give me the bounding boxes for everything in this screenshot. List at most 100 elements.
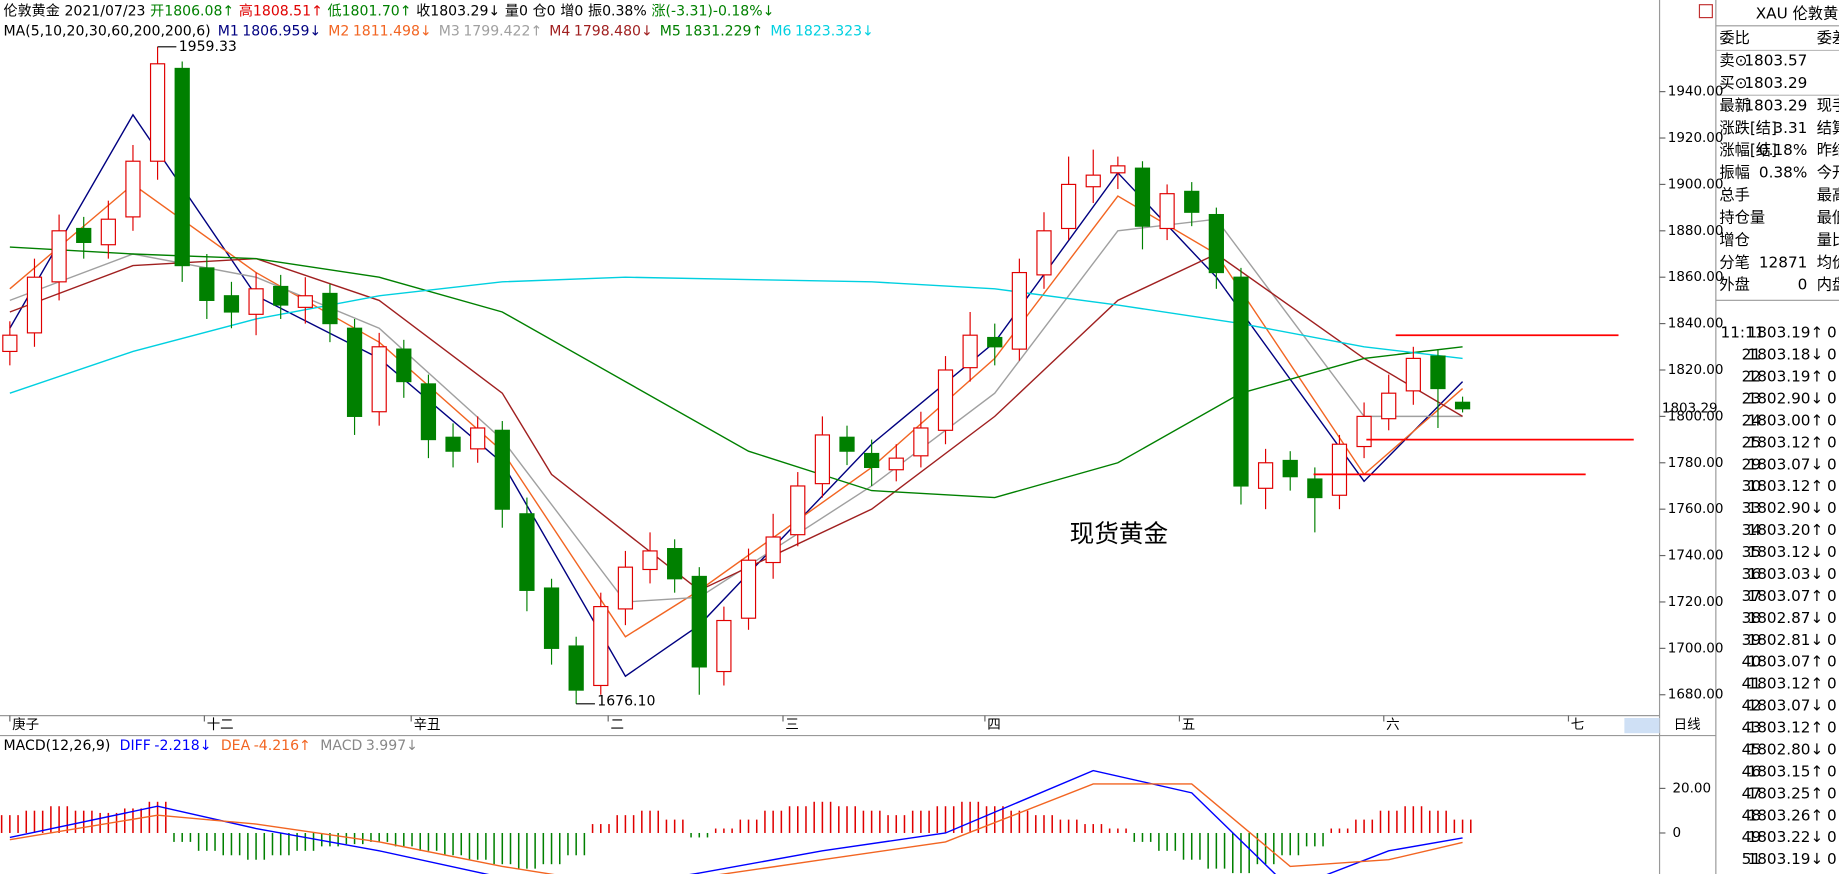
y-tick-label: 1720.00	[1668, 594, 1724, 610]
candle-body	[1159, 193, 1175, 230]
quote-right: 现手	[1817, 96, 1839, 114]
tick-volume: 0	[1827, 697, 1837, 715]
tick-price: 1802.87↓	[1748, 609, 1824, 627]
tick-price: 1803.20↑	[1748, 521, 1824, 539]
candle-body	[199, 267, 215, 301]
tick-price: 1803.15↑	[1748, 762, 1824, 780]
candle-body	[765, 536, 781, 564]
quote-right: 量比	[1817, 231, 1839, 249]
tick-volume: 0	[1827, 828, 1837, 846]
tick-volume: 0	[1827, 631, 1837, 649]
candle-body	[2, 334, 18, 353]
candle-body	[568, 645, 584, 691]
tick-price: 1803.07↑	[1748, 587, 1824, 605]
ma-title: MA(5,10,20,30,60,200,200,6)	[4, 24, 211, 40]
y-tick-label: 1880.00	[1668, 223, 1724, 239]
tick-volume: 0	[1827, 324, 1837, 342]
tick-price: 1803.19↓	[1748, 850, 1824, 868]
y-tick-label: 1760.00	[1668, 501, 1724, 517]
candle-body	[371, 346, 387, 413]
candle-body	[494, 429, 510, 510]
candle-body	[740, 559, 757, 619]
x-tick-label: 四	[987, 717, 1000, 733]
candle-body	[273, 285, 289, 306]
candle-body	[1454, 401, 1471, 410]
tick-time: 38	[1742, 609, 1761, 627]
legend-name: M2	[328, 24, 349, 40]
tick-price: 1802.80↓	[1748, 740, 1824, 758]
tick-volume: 0	[1827, 477, 1837, 495]
quote-right: 结算	[1817, 119, 1839, 137]
annotation: 1676.10	[597, 693, 655, 709]
tick-time: 11:11	[1721, 324, 1765, 342]
tick-time: 25	[1742, 433, 1761, 451]
tick-volume: 0	[1827, 806, 1837, 824]
macd-line	[9, 783, 1463, 874]
quote-label: 最新	[1719, 96, 1749, 114]
tick-time: 29	[1742, 455, 1761, 473]
quote-value: 1803.57	[1744, 52, 1807, 70]
tick-time: 34	[1742, 521, 1761, 539]
tick-price: 1803.22↓	[1748, 828, 1824, 846]
quote-right: 今开	[1817, 164, 1839, 182]
candle-body	[76, 227, 92, 243]
header-item: 高1808.51↑	[239, 3, 323, 20]
tick-time: 36	[1742, 565, 1761, 583]
legend-value: 1823.323↓	[795, 24, 874, 40]
candle-body	[1036, 230, 1052, 276]
x-tick-label: 辛丑	[414, 717, 441, 733]
header-item: 低1801.70↑	[328, 4, 412, 20]
quote-label: 总手	[1719, 186, 1749, 204]
legend-name: M1	[218, 24, 239, 40]
tick-volume: 0	[1827, 675, 1837, 693]
candle-body	[864, 452, 880, 469]
candle-body	[100, 218, 116, 246]
period-label: 日线	[1674, 717, 1701, 733]
x-tick-label: 五	[1182, 717, 1195, 733]
tick-price: 1803.07↓	[1748, 697, 1824, 715]
candle-body	[913, 427, 929, 457]
watermark: 现货黄金	[1070, 519, 1169, 548]
tick-volume: 0	[1827, 565, 1837, 583]
annotation: 1959.33	[179, 39, 237, 55]
tick-volume: 0	[1827, 499, 1837, 517]
y-tick-label: 1680.00	[1668, 687, 1724, 703]
tick-volume: 0	[1827, 455, 1837, 473]
scrollbar[interactable]	[1624, 717, 1660, 734]
tick-time: 46	[1742, 762, 1761, 780]
candle-body	[543, 587, 560, 649]
candle-body	[1405, 357, 1421, 392]
y-tick-label: 1800.00	[1668, 408, 1724, 424]
candle-body	[1233, 276, 1249, 487]
tick-volume: 0	[1827, 653, 1837, 671]
candle-body	[51, 230, 67, 283]
quote-label: 委比	[1719, 29, 1749, 47]
tick-volume: 0	[1827, 609, 1837, 627]
quote-right: 最高	[1817, 186, 1839, 204]
tick-time: 35	[1742, 543, 1761, 561]
tick-price: 1803.03↓	[1748, 565, 1824, 583]
quote-value: 0.38%	[1759, 164, 1807, 182]
candle-body	[1011, 271, 1027, 350]
window-button[interactable]	[1698, 4, 1713, 19]
candle-body	[519, 513, 535, 591]
header-item: 仓0	[533, 4, 556, 20]
tick-price: 1802.81↓	[1748, 631, 1824, 649]
candle-body	[1110, 165, 1126, 174]
y-tick-label: 1900.00	[1668, 176, 1724, 192]
tick-volume: 0	[1827, 368, 1837, 386]
legend-name: DIFF	[120, 738, 151, 754]
last-price: 1803.29	[1662, 401, 1718, 417]
candle-body	[445, 436, 461, 452]
candle-body	[396, 348, 412, 383]
candle-body	[322, 292, 338, 325]
candle-body	[716, 619, 732, 673]
panel-title: XAU 伦敦黄金	[1756, 5, 1839, 23]
tick-volume: 0	[1827, 587, 1837, 605]
macd-line	[9, 769, 1463, 874]
tick-time: 30	[1742, 477, 1761, 495]
candle-body	[1430, 355, 1446, 390]
y-tick-label: 1740.00	[1668, 548, 1724, 564]
candle-body	[617, 566, 634, 610]
